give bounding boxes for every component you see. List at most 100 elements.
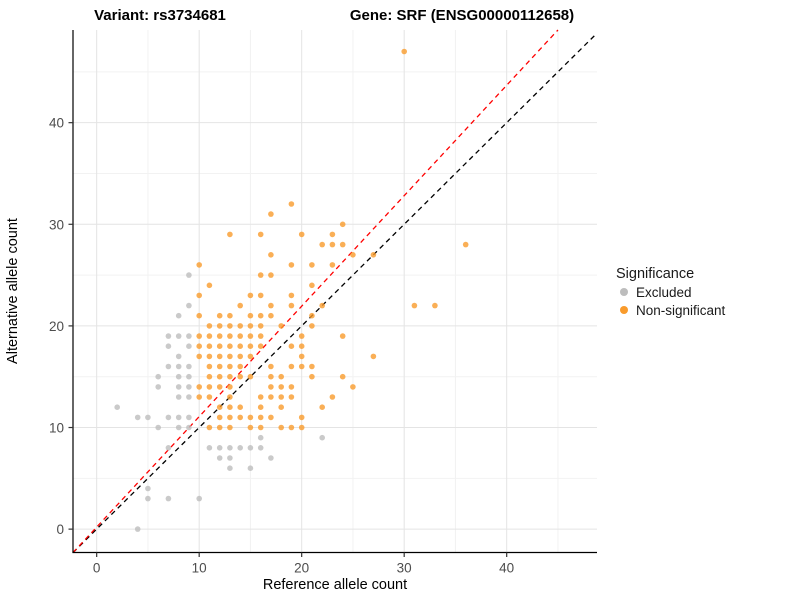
gridlines <box>73 30 597 553</box>
data-point <box>247 414 254 421</box>
data-point <box>237 323 243 329</box>
data-point <box>370 252 377 258</box>
data-point <box>216 373 223 380</box>
data-point <box>216 384 223 390</box>
data-point <box>227 445 233 451</box>
data-point <box>237 414 243 421</box>
data-point <box>227 404 233 411</box>
data-point <box>186 363 192 370</box>
data-point <box>216 414 223 421</box>
excluded-legend-label: Excluded <box>636 285 692 300</box>
data-point <box>175 333 182 339</box>
data-point <box>268 363 274 370</box>
data-point <box>298 353 305 360</box>
data-point <box>268 414 274 421</box>
data-point <box>309 363 315 370</box>
x-tick-label: 30 <box>397 561 412 576</box>
data-point <box>175 363 182 370</box>
data-point <box>227 312 233 319</box>
y-tick-label: 0 <box>56 522 64 537</box>
data-point <box>216 424 223 431</box>
data-point <box>268 272 274 278</box>
data-point <box>216 333 223 339</box>
data-point <box>165 363 172 370</box>
data-point <box>257 333 264 339</box>
data-point <box>206 282 213 289</box>
data-point <box>329 394 336 400</box>
data-point <box>175 394 182 400</box>
non-significant-legend-label: Non-significant <box>636 303 726 318</box>
data-point <box>462 241 469 248</box>
data-point <box>165 445 172 451</box>
data-point <box>298 333 305 339</box>
data-point <box>257 445 264 451</box>
data-point <box>227 424 233 431</box>
axis-ticks: 0 10 20 30 40 0 10 20 30 40 <box>49 116 514 576</box>
data-point <box>196 292 202 299</box>
data-point <box>370 353 377 360</box>
data-point <box>319 434 326 441</box>
data-point <box>257 231 264 238</box>
data-point <box>288 201 295 207</box>
data-point <box>257 312 264 319</box>
data-point <box>257 394 264 400</box>
data-points <box>114 48 469 532</box>
data-point <box>288 343 295 350</box>
x-tick-label: 0 <box>93 561 101 576</box>
data-point <box>227 353 233 360</box>
data-point <box>186 384 192 390</box>
reference-lines <box>72 29 598 554</box>
data-point <box>237 333 243 339</box>
data-point <box>216 312 223 319</box>
data-point <box>227 455 233 461</box>
data-point <box>329 262 336 268</box>
y-tick-label: 40 <box>49 116 64 131</box>
data-point <box>309 262 315 268</box>
data-point <box>155 373 161 380</box>
data-point <box>196 495 202 502</box>
data-point <box>288 384 295 390</box>
data-point <box>165 495 172 502</box>
data-point <box>319 302 326 309</box>
data-point <box>196 343 202 350</box>
data-point <box>237 363 243 370</box>
data-point <box>175 384 182 390</box>
data-point <box>134 526 141 532</box>
data-point <box>268 373 274 380</box>
data-point <box>411 302 418 309</box>
data-point <box>165 343 172 350</box>
data-point <box>257 323 264 329</box>
data-point <box>268 302 274 309</box>
data-point <box>216 363 223 370</box>
data-point <box>288 302 295 309</box>
data-point <box>206 333 213 339</box>
data-point <box>268 312 274 319</box>
data-point <box>247 323 254 329</box>
data-point <box>247 343 254 350</box>
data-point <box>268 455 274 461</box>
data-point <box>288 424 295 431</box>
data-point <box>206 323 213 329</box>
data-point <box>247 292 254 299</box>
data-point <box>309 373 315 380</box>
data-point <box>216 343 223 350</box>
data-point <box>339 221 346 228</box>
data-point <box>247 465 254 472</box>
data-point <box>247 353 254 360</box>
y-axis-title: Alternative allele count <box>5 218 21 364</box>
data-point <box>339 333 346 339</box>
variant-title: Variant: rs3734681 <box>94 7 226 24</box>
data-point <box>227 343 233 350</box>
data-point <box>206 424 213 431</box>
data-point <box>196 394 202 400</box>
data-point <box>186 333 192 339</box>
data-point <box>257 434 264 441</box>
data-point <box>247 445 254 451</box>
data-point <box>206 343 213 350</box>
data-point <box>288 394 295 400</box>
y-tick-label: 10 <box>49 421 64 436</box>
data-point <box>278 384 285 390</box>
data-point <box>339 373 346 380</box>
data-point <box>237 353 243 360</box>
x-tick-label: 40 <box>499 561 514 576</box>
